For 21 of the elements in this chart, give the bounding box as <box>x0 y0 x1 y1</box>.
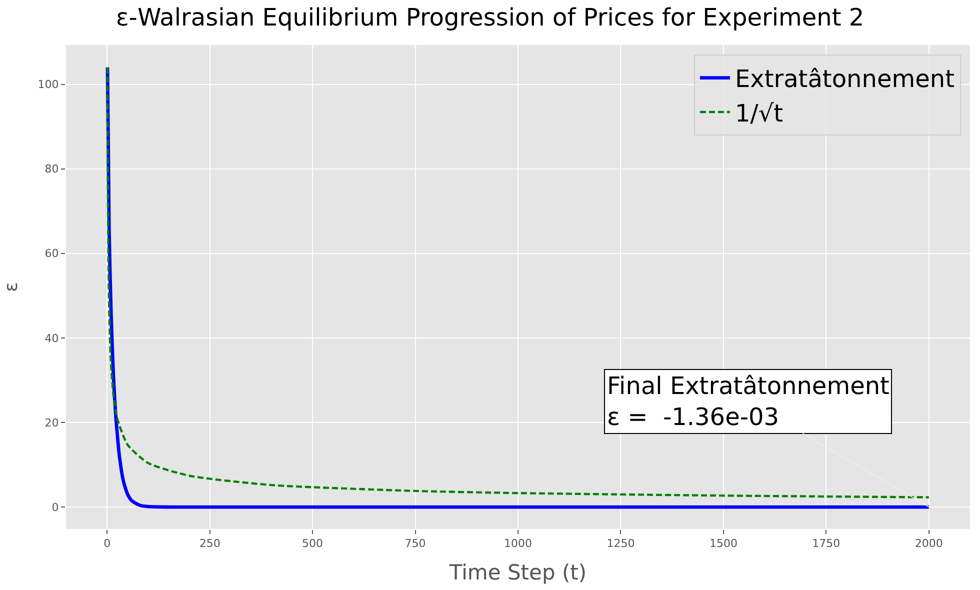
legend-label: Extratâtonnement <box>734 65 954 94</box>
y-tick-label: 0 <box>52 500 59 514</box>
x-tick-label: 0 <box>104 537 111 550</box>
legend-label: 1/√t <box>734 99 784 128</box>
annotation: Final Extratâtonnement ε = -1.36e-03 <box>607 372 890 432</box>
x-tick-label: 250 <box>199 537 220 550</box>
y-tick-label: 20 <box>44 416 59 430</box>
x-tick-label: 1250 <box>606 537 635 550</box>
x-tick-label: 2000 <box>914 537 943 550</box>
y-tick-label: 100 <box>38 78 59 92</box>
y-tick-label: 60 <box>44 247 59 260</box>
x-tick-label: 1000 <box>504 537 532 550</box>
y-axis-title: ε <box>1 282 22 292</box>
x-tick-label: 750 <box>404 537 426 550</box>
chart-title: ε-Walrasian Equilibrium Progression of Prices for Experiment 2 <box>116 4 864 32</box>
x-tick-label: 500 <box>302 537 324 550</box>
x-tick-label: 1500 <box>709 537 738 550</box>
x-tick-label: 1750 <box>812 537 840 550</box>
x-axis-title: Time Step (t) <box>448 560 587 584</box>
y-tick-label: 80 <box>44 162 59 176</box>
y-tick-label: 40 <box>44 332 59 345</box>
